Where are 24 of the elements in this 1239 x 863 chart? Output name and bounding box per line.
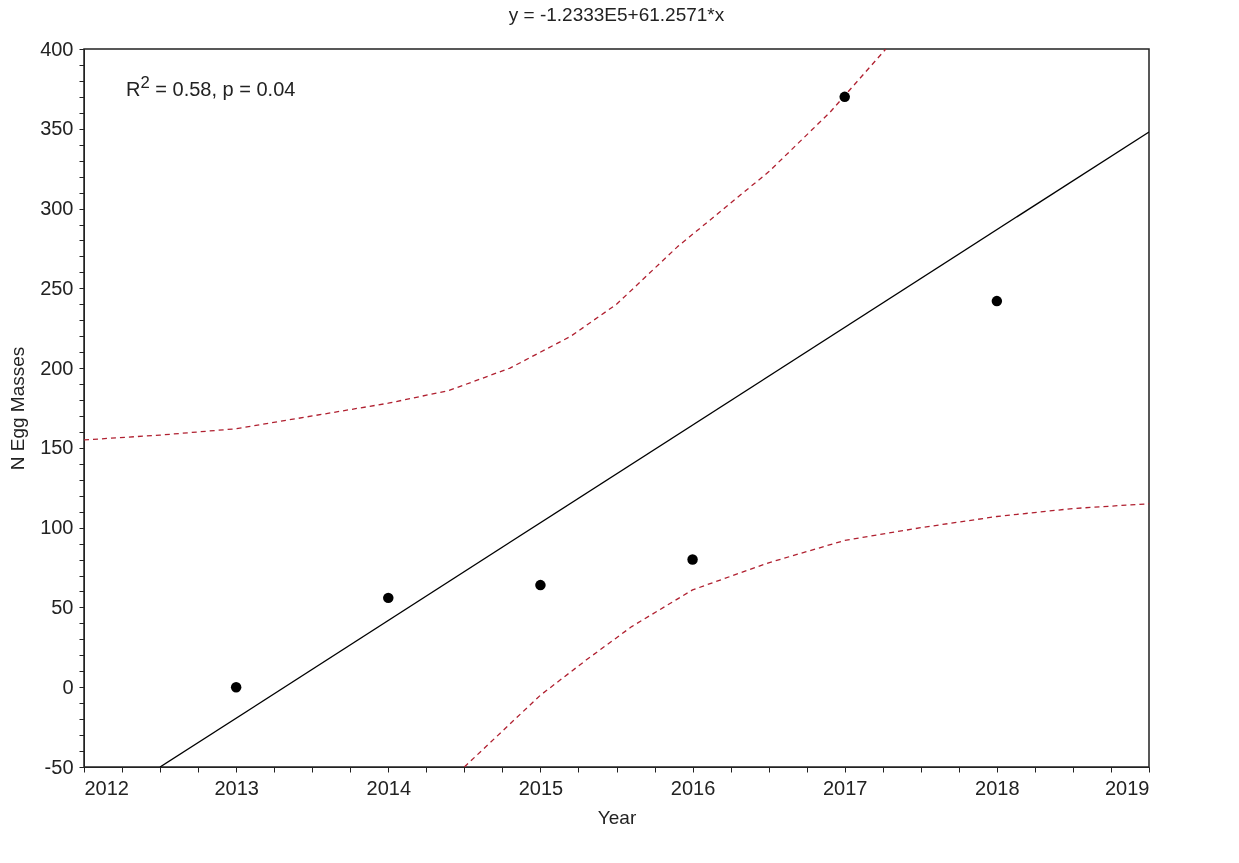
y-tick-label: 50 xyxy=(51,595,74,618)
y-tick-label: 250 xyxy=(40,276,74,299)
y-tick-label: 300 xyxy=(40,197,74,220)
x-tick-label: 2019 xyxy=(1105,776,1150,799)
x-tick-label: 2017 xyxy=(822,776,868,799)
y-tick-label: 350 xyxy=(40,117,74,140)
annotation: R$^{2}$ = 0.58, p = 0.04 xyxy=(126,73,296,101)
y-tick-label: 0 xyxy=(62,675,74,698)
x-tick-label: 2018 xyxy=(975,776,1020,799)
x-tick-label: 2013 xyxy=(214,776,259,799)
y-axis-title: N Egg Masses xyxy=(7,346,29,471)
y-tick-label: 150 xyxy=(40,436,74,459)
line-series xyxy=(463,503,1149,767)
chart-title: y = -1.2333E5+61.2571*x xyxy=(508,4,725,25)
y-tick-label: -50 xyxy=(44,755,74,778)
y-tick-label: 100 xyxy=(40,516,74,539)
x-axis-title: Year xyxy=(597,806,637,828)
y-tick-label: 400 xyxy=(40,37,74,60)
line-series xyxy=(84,49,887,441)
x-tick-label: 2014 xyxy=(366,776,412,799)
y-tick-label: 200 xyxy=(40,356,74,379)
x-tick-label: 2016 xyxy=(670,776,716,799)
x-tick-label: 2012 xyxy=(84,776,129,799)
x-tick-label: 2015 xyxy=(518,776,564,799)
